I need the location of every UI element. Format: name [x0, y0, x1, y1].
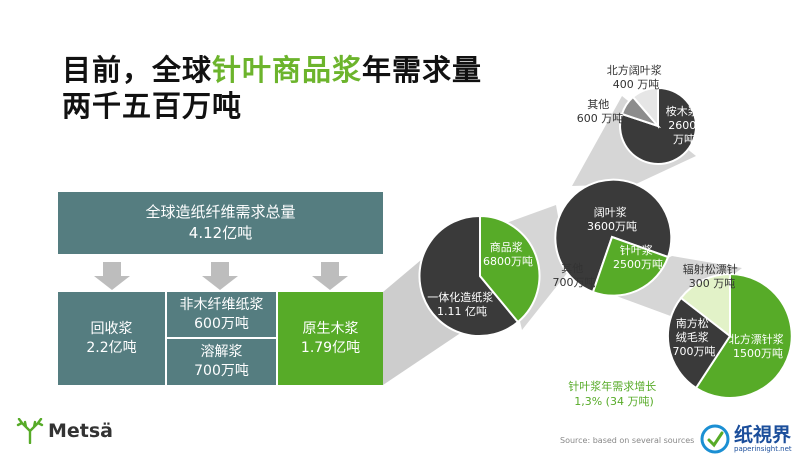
pie-label-southern-l1: 南方松 [676, 316, 709, 330]
svg-text:桉木浆 2600 万吨: 桉木浆 2600 万吨 [666, 104, 703, 146]
watermark: 纸視界 paperinsight.net [700, 424, 792, 454]
recycled-box: 回收浆 2.2亿吨 [58, 292, 165, 385]
watermark-url: paperinsight.net [734, 445, 792, 453]
pie-slice-integrated [418, 214, 520, 337]
pie-label-southern-l3: 700万吨 [673, 345, 716, 358]
virgin-l1: 原生木浆 [302, 320, 359, 337]
pie-label-market-l1: 商品浆 [490, 240, 523, 254]
nonwood-l2: 600万吨 [194, 315, 249, 332]
recycled-l1: 回收浆 [90, 320, 133, 337]
svg-text:其他 700万吨: 其他 700万吨 [553, 262, 596, 289]
pie-label-integrated-l2: 1.11 亿吨 [437, 305, 487, 318]
pie-slice-radiata [679, 272, 731, 339]
pie-label-hardwood-l1: 阔叶浆 [594, 205, 627, 219]
pie-label-radiata-l2: 300 万吨 [689, 277, 736, 290]
pie-hardwood-split: 桉木浆 2600 万吨 北方阔叶浆 400 万吨 其他 600 万吨 [577, 63, 703, 165]
growth-l2: 1,3% (34 万吨) [574, 395, 654, 408]
pie-label-northern-hardwood-l2: 400 万吨 [613, 78, 660, 91]
connector-pie2-softwood-to-pie4 [600, 256, 742, 318]
pie-label-other2-l1: 其他 [561, 262, 583, 275]
recycled-l2: 2.2亿吨 [86, 339, 137, 356]
pie-label-eucalyptus-l2: 2600 [668, 119, 696, 132]
pie-label-other3-l1: 其他 [587, 98, 609, 111]
pie-label-softwood-l2: 2500万吨 [613, 258, 663, 271]
pie-label-hardwood-l2: 3600万吨 [587, 220, 637, 233]
title-line-1: 目前，全球针叶商品浆年需求量 [62, 52, 482, 88]
nonwood-l1: 非木纤维纸浆 [179, 296, 264, 313]
svg-text:辐射松漂针 300 万吨: 辐射松漂针 300 万吨 [683, 262, 742, 290]
title-highlight: 针叶商品浆 [212, 53, 363, 87]
pie-slice-northern-softwood [694, 272, 793, 399]
svg-text:一体化造纸浆 1.11 亿吨: 一体化造纸浆 1.11 亿吨 [427, 290, 497, 318]
svg-text:北方漂针浆 1500万吨: 北方漂针浆 1500万吨 [729, 332, 788, 360]
pie-label-other3-l2: 600 万吨 [577, 112, 624, 125]
svg-text:北方阔叶浆 400 万吨: 北方阔叶浆 400 万吨 [607, 63, 666, 91]
pie-market-split: 阔叶浆 3600万吨 针叶浆 2500万吨 其他 700万吨 [553, 178, 673, 297]
nonwood-box: 非木纤维纸浆 600万吨 [167, 292, 276, 337]
pie-label-eucalyptus-l3: 万吨 [673, 133, 695, 146]
antler-icon [16, 418, 44, 444]
pie-label-softwood-l1: 针叶浆 [620, 243, 653, 257]
pie-label-radiata-l1: 辐射松漂针 [683, 262, 738, 276]
svg-text:南方松 绒毛浆 700万吨: 南方松 绒毛浆 700万吨 [673, 316, 716, 358]
source-note: Source: based on several sources [560, 436, 695, 445]
svg-text:阔叶浆 3600万吨: 阔叶浆 3600万吨 [587, 205, 637, 233]
dissolving-l2: 700万吨 [194, 363, 249, 379]
growth-l1: 针叶浆年需求增长 [568, 379, 656, 393]
growth-annotation: 针叶浆年需求增长 1,3% (34 万吨) [568, 379, 660, 408]
pie-slice-hardwood [554, 178, 673, 294]
title-text: 年需求量 [362, 53, 483, 87]
total-demand-l1: 全球造纸纤维需求总量 [145, 203, 296, 221]
watermark-cn: 纸視界 [734, 424, 792, 446]
pie-label-eucalyptus-l1: 桉木浆 [666, 104, 699, 118]
page-title: 目前，全球针叶商品浆年需求量 两千五百万吨 [62, 52, 482, 124]
logo-text: Metsä [48, 420, 114, 442]
paperinsight-logo-icon [700, 424, 730, 454]
title-line-2: 两千五百万吨 [62, 89, 243, 123]
virgin-l2: 1.79亿吨 [300, 339, 361, 356]
pie-label-other2-l2: 700万吨 [553, 276, 596, 289]
pie-slice-southern [666, 296, 732, 390]
pie-label-northern-softwood-l1: 北方漂针浆 [729, 332, 784, 346]
total-demand-l2: 4.12亿吨 [188, 224, 253, 242]
dissolving-box: 溶解浆 700万吨 [167, 339, 276, 385]
pie-label-southern-l2: 绒毛浆 [676, 330, 709, 344]
pie-label-market-l2: 6800万吨 [483, 255, 533, 268]
dissolving-l1: 溶解浆 [200, 344, 243, 360]
title-text: 目前，全球 [62, 53, 213, 87]
pie-label-northern-hardwood-l1: 北方阔叶浆 [607, 63, 662, 77]
metsa-logo: Metsä [16, 418, 113, 444]
pie-label-northern-softwood-l2: 1500万吨 [733, 347, 783, 360]
pie-slice-market-pulp [479, 214, 541, 324]
svg-text:商品浆 6800万吨: 商品浆 6800万吨 [483, 240, 533, 268]
pie-virgin-split: 商品浆 6800万吨 一体化造纸浆 1.11 亿吨 [418, 214, 541, 337]
svg-text:其他 600 万吨: 其他 600 万吨 [577, 98, 624, 125]
pie-slice-softwood [591, 235, 670, 297]
pie-softwood-split: 北方漂针浆 1500万吨 南方松 绒毛浆 700万吨 辐射松漂针 300 万吨 [666, 262, 793, 399]
virgin-pulp-box: 原生木浆 1.79亿吨 [278, 292, 383, 385]
pie-slice-northern-hardwood [631, 86, 659, 129]
svg-text:针叶浆 2500万吨: 针叶浆 2500万吨 [613, 243, 663, 271]
total-demand-box: 全球造纸纤维需求总量 4.12亿吨 [58, 192, 383, 254]
pie-label-integrated-l1: 一体化造纸浆 [427, 290, 493, 304]
